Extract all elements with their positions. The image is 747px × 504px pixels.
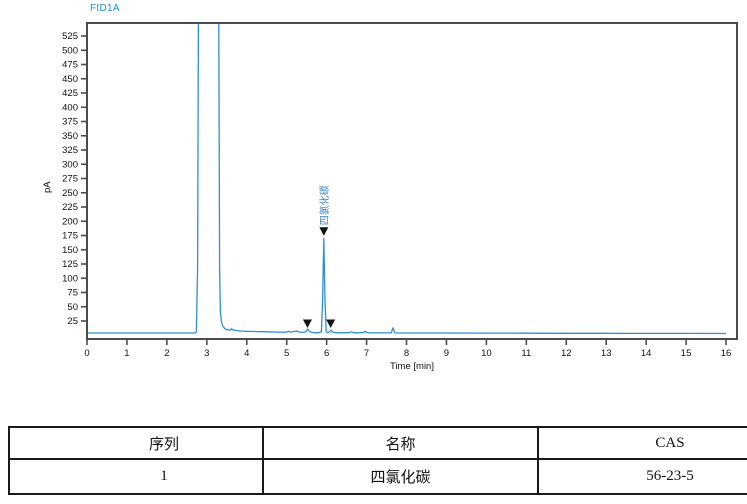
cell-sequence: 1	[8, 458, 264, 495]
y-tick-label: 450	[62, 74, 78, 85]
y-tick-label: 400	[62, 102, 78, 113]
y-tick-label: 525	[62, 31, 78, 42]
cell-name: 四氯化碳	[262, 458, 539, 495]
x-tick-label: 9	[444, 348, 449, 359]
y-tick-label: 50	[67, 302, 78, 313]
peak-marker-icon	[319, 227, 329, 236]
y-tick-label: 475	[62, 60, 78, 71]
y-tick-label: 300	[62, 159, 78, 170]
x-tick-label: 3	[204, 348, 209, 359]
y-tick-label: 325	[62, 145, 78, 156]
x-tick-label: 16	[721, 348, 732, 359]
x-tick-label: 15	[681, 348, 692, 359]
x-tick-label: 5	[284, 348, 289, 359]
y-tick-label: 225	[62, 202, 78, 213]
cell-cas: 56-23-5	[537, 458, 747, 495]
peak-label: 四氯化碳	[318, 185, 331, 225]
y-tick-label: 125	[62, 259, 78, 270]
x-tick-label: 13	[601, 348, 612, 359]
y-tick-label: 175	[62, 231, 78, 242]
y-tick-label: 500	[62, 45, 78, 56]
header-sequence: 序列	[8, 426, 264, 460]
y-tick-label: 350	[62, 131, 78, 142]
y-axis-label: pA	[42, 181, 53, 193]
x-tick-label: 12	[561, 348, 572, 359]
x-tick-label: 6	[324, 348, 329, 359]
x-tick-label: 7	[364, 348, 369, 359]
x-axis-label: Time [min]	[390, 361, 434, 372]
x-tick-label: 1	[124, 348, 129, 359]
table-header-row: 序列 名称 CAS	[8, 426, 747, 460]
x-tick-label: 2	[164, 348, 169, 359]
x-tick-label: 4	[244, 348, 249, 359]
y-tick-label: 75	[67, 288, 78, 299]
plot-frame	[86, 22, 738, 340]
y-tick-label: 25	[67, 316, 78, 327]
x-tick-label: 8	[404, 348, 409, 359]
y-tick-label: 275	[62, 174, 78, 185]
y-tick-label: 425	[62, 88, 78, 99]
x-tick-label: 10	[481, 348, 492, 359]
peak-marker-icon	[302, 319, 312, 329]
header-cas: CAS	[537, 426, 747, 460]
y-tick-label: 150	[62, 245, 78, 256]
x-tick-label: 0	[84, 348, 89, 359]
header-name: 名称	[262, 426, 539, 460]
x-tick-label: 14	[641, 348, 652, 359]
x-tick-label: 11	[521, 348, 531, 359]
table-row: 1 四氯化碳 56-23-5	[8, 458, 747, 495]
chart-title: FID1A	[90, 3, 120, 14]
signal-trace	[88, 24, 727, 335]
y-tick-label: 100	[62, 273, 78, 284]
y-tick-label: 375	[62, 117, 78, 128]
peak-marker-icon	[326, 319, 336, 329]
results-table: 序列 名称 CAS 1 四氯化碳 56-23-5	[8, 426, 747, 495]
y-tick-label: 200	[62, 216, 78, 227]
y-tick-label: 250	[62, 188, 78, 199]
chromatogram-plot: 2550751001251501752002252502753003253503…	[42, 22, 738, 372]
